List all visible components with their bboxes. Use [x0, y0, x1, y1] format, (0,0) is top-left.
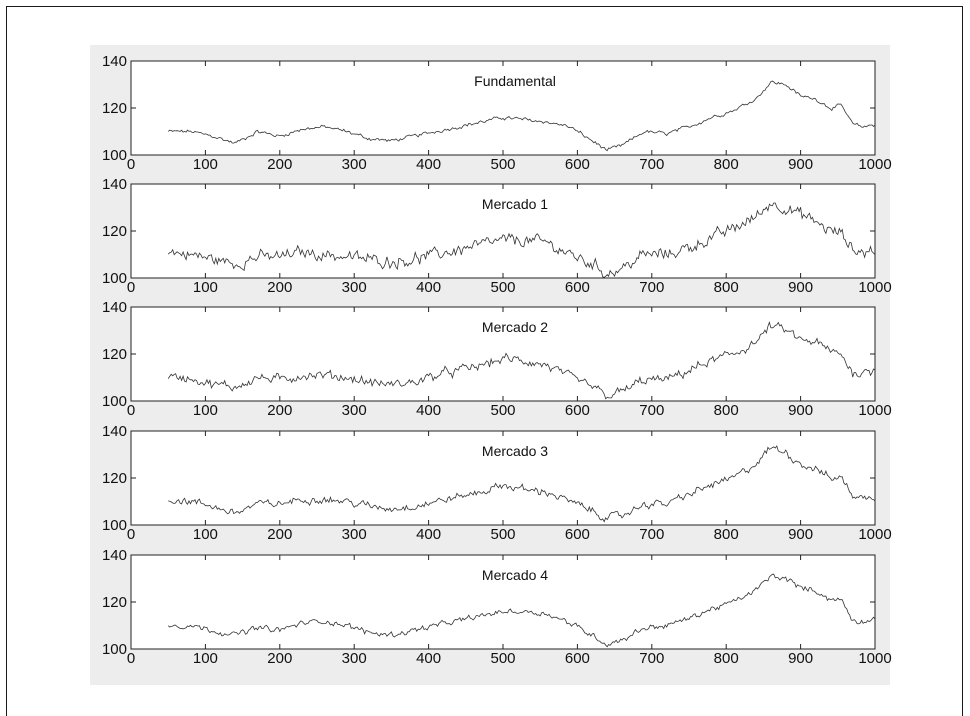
x-tick-label: 600	[565, 279, 590, 296]
x-tick-label: 300	[342, 650, 367, 667]
y-tick-label: 120	[102, 100, 127, 117]
x-tick-label: 900	[788, 650, 813, 667]
y-tick-label: 120	[102, 223, 127, 240]
y-tick-label: 140	[102, 53, 127, 70]
x-tick-label: 600	[565, 402, 590, 419]
y-tick-label: 100	[102, 270, 127, 287]
x-tick-label: 800	[714, 526, 739, 543]
panel-title: Fundamental	[474, 73, 556, 89]
y-tick-label: 120	[102, 346, 127, 363]
x-tick-label: 300	[342, 279, 367, 296]
x-tick-label: 0	[127, 156, 135, 173]
y-tick-label: 100	[102, 641, 127, 658]
x-tick-label: 100	[193, 279, 218, 296]
series-line	[167, 80, 876, 152]
x-tick-label: 700	[639, 650, 664, 667]
panel-3: 0 100 200 300 400 500 600 700 800 900 100010012014…	[102, 299, 892, 419]
x-tick-label: 200	[267, 526, 292, 543]
y-tick-label: 140	[102, 547, 127, 564]
x-tick-label: 100	[193, 650, 218, 667]
x-tick-label: 800	[714, 402, 739, 419]
panel-1: 0 100 200 300 400 500 600 700 800 900 100010012014…	[102, 53, 892, 173]
x-tick-label: 500	[490, 650, 515, 667]
y-tick-label: 140	[102, 176, 127, 193]
x-tick-label: 300	[342, 526, 367, 543]
x-tick-label: 400	[416, 650, 441, 667]
x-tick-label: 500	[490, 156, 515, 173]
x-tick-label: 500	[490, 526, 515, 543]
y-tick-label: 100	[102, 393, 127, 410]
x-tick-label: 100	[193, 156, 218, 173]
x-tick-label: 1000	[858, 156, 891, 173]
x-tick-label: 100	[193, 526, 218, 543]
series-line	[167, 202, 876, 278]
x-tick-label: 300	[342, 156, 367, 173]
y-tick-label: 100	[102, 147, 127, 164]
x-tick-label: 700	[639, 279, 664, 296]
panel-2: 0 100 200 300 400 500 600 700 800 900 100010012014…	[102, 176, 892, 296]
x-tick-label: 400	[416, 279, 441, 296]
y-tick-label: 140	[102, 299, 127, 316]
x-tick-label: 900	[788, 402, 813, 419]
panel-title: Mercado 1	[482, 196, 548, 212]
x-tick-label: 600	[565, 650, 590, 667]
x-tick-label: 700	[639, 402, 664, 419]
x-tick-label: 500	[490, 279, 515, 296]
panel-4: 0 100 200 300 400 500 600 700 800 900 100010012014…	[102, 423, 892, 543]
x-tick-label: 800	[714, 650, 739, 667]
x-tick-label: 0	[127, 526, 135, 543]
x-tick-label: 600	[565, 156, 590, 173]
x-tick-label: 800	[714, 156, 739, 173]
x-tick-label: 200	[267, 650, 292, 667]
x-tick-label: 400	[416, 156, 441, 173]
x-tick-label: 0	[127, 650, 135, 667]
x-tick-label: 700	[639, 156, 664, 173]
axes-box	[130, 60, 876, 156]
series-line	[167, 573, 876, 648]
x-tick-label: 200	[267, 279, 292, 296]
x-tick-label: 800	[714, 279, 739, 296]
x-tick-label: 1000	[858, 279, 891, 296]
panel-5: 0 100 200 300 400 500 600 700 800 900 100010012014…	[102, 547, 892, 667]
y-tick-label: 120	[102, 470, 127, 487]
panel-title: Mercado 2	[482, 319, 548, 335]
x-tick-label: 200	[267, 402, 292, 419]
x-tick-label: 700	[639, 526, 664, 543]
y-tick-label: 140	[102, 423, 127, 440]
x-tick-label: 1000	[858, 526, 891, 543]
panel-title: Mercado 3	[482, 443, 548, 459]
x-tick-label: 0	[127, 402, 135, 419]
x-tick-label: 0	[127, 279, 135, 296]
x-tick-label: 1000	[858, 402, 891, 419]
axes-box	[130, 183, 876, 279]
x-tick-label: 500	[490, 402, 515, 419]
series-line	[168, 445, 876, 523]
x-tick-label: 400	[416, 402, 441, 419]
x-tick-label: 900	[788, 526, 813, 543]
panel-title: Mercado 4	[482, 567, 548, 583]
x-tick-label: 600	[565, 526, 590, 543]
x-tick-label: 200	[267, 156, 292, 173]
x-tick-label: 900	[788, 279, 813, 296]
x-tick-label: 900	[788, 156, 813, 173]
y-tick-label: 120	[102, 594, 127, 611]
x-tick-label: 300	[342, 402, 367, 419]
y-tick-label: 100	[102, 517, 127, 534]
x-tick-label: 100	[193, 402, 218, 419]
series-line	[167, 320, 876, 400]
x-tick-label: 1000	[858, 650, 891, 667]
x-tick-label: 400	[416, 526, 441, 543]
axes-box	[130, 430, 876, 526]
figure-frame	[6, 6, 963, 716]
